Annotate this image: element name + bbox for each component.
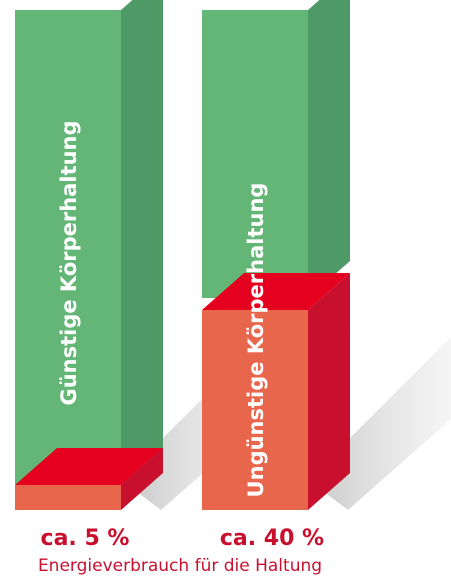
category-label-1: Ungünstige Körperhaltung (244, 183, 268, 498)
value-label-1: ca. 40 % (219, 526, 325, 551)
bar-0-rest-face (15, 10, 121, 485)
bar-0-energy-face (15, 485, 121, 510)
bar-0-energy-top (15, 448, 163, 485)
category-label-0: Günstige Körperhaltung (57, 120, 81, 405)
bar-0-rest-side (121, 0, 163, 485)
bar-1-energy-face (202, 310, 308, 510)
bar-1-rest-side (308, 0, 350, 298)
value-label-0: ca. 5 % (40, 526, 130, 551)
bar-1-rest-face (202, 10, 308, 298)
bar-1-energy-top (202, 273, 350, 310)
bar-0-energy-side (121, 448, 163, 510)
bar-0 (15, 0, 163, 510)
bars-group (15, 0, 350, 510)
bar-labels-group: Günstige Körperhaltung Ungünstige Körperh… (57, 120, 268, 497)
bar-1-energy-side (308, 273, 350, 510)
bar-1 (202, 0, 350, 510)
chart-caption: Energieverbrauch für die Haltung (37, 556, 323, 576)
